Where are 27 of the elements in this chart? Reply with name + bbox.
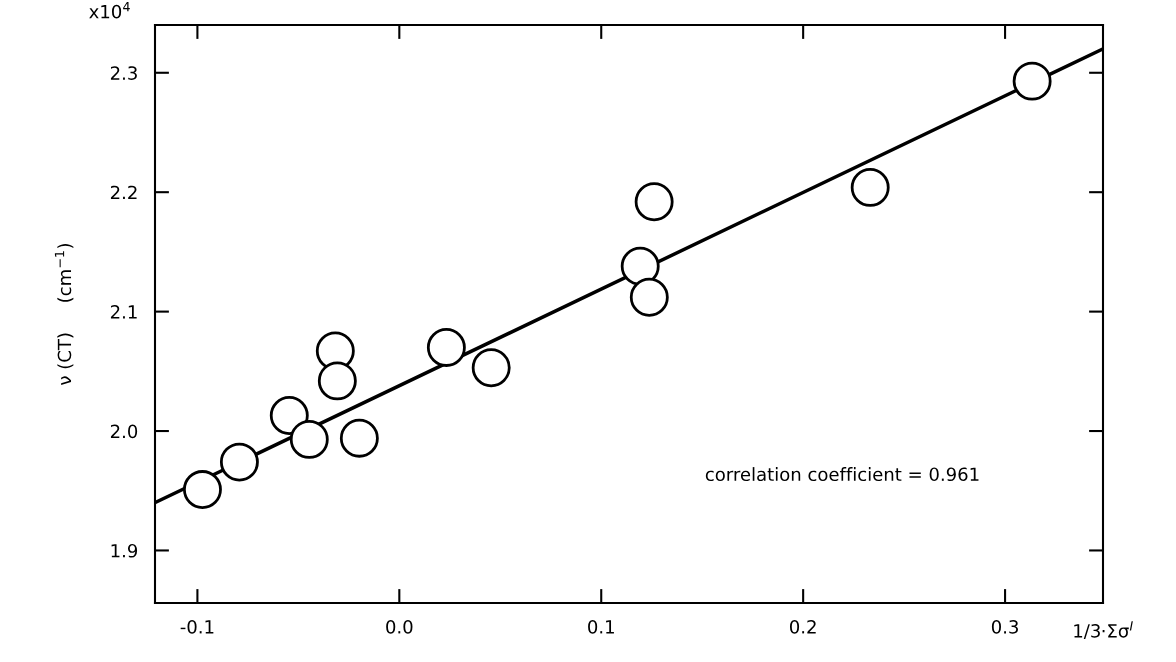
text: x10$^{4}$ xyxy=(89,2,130,19)
point xyxy=(426,327,466,367)
x-tick-label: 0.2 xyxy=(789,619,816,634)
y-tick-label: 2.2 xyxy=(110,185,137,200)
annotation: correlation coefficient = 0.961 xyxy=(705,467,979,482)
y-tick-label: 2.0 xyxy=(110,424,138,439)
y-tick-label: 2.3 xyxy=(110,66,137,80)
y-tick-label: 1.9 xyxy=(111,543,138,558)
y-axis-title: ν (CT) (cm$^{−1}$) xyxy=(54,243,74,385)
x-axis-title: 1/3·Σσ$^{I}$ xyxy=(1074,621,1133,640)
point xyxy=(317,361,357,401)
point xyxy=(219,442,259,482)
point xyxy=(183,470,222,509)
point xyxy=(1012,61,1052,101)
y-tick-label: 2.1 xyxy=(110,305,137,319)
x-tick-label: -0.1 xyxy=(180,619,214,634)
x-tick-label: 0.3 xyxy=(991,619,1018,634)
point xyxy=(269,396,309,435)
point xyxy=(289,419,329,459)
x-tick-label: 0.0 xyxy=(386,619,413,634)
point xyxy=(850,167,890,207)
point xyxy=(339,418,379,458)
x-tick-label: 0.1 xyxy=(588,619,614,634)
point xyxy=(634,182,674,222)
point xyxy=(629,277,669,317)
point xyxy=(471,348,511,388)
point xyxy=(620,246,660,286)
